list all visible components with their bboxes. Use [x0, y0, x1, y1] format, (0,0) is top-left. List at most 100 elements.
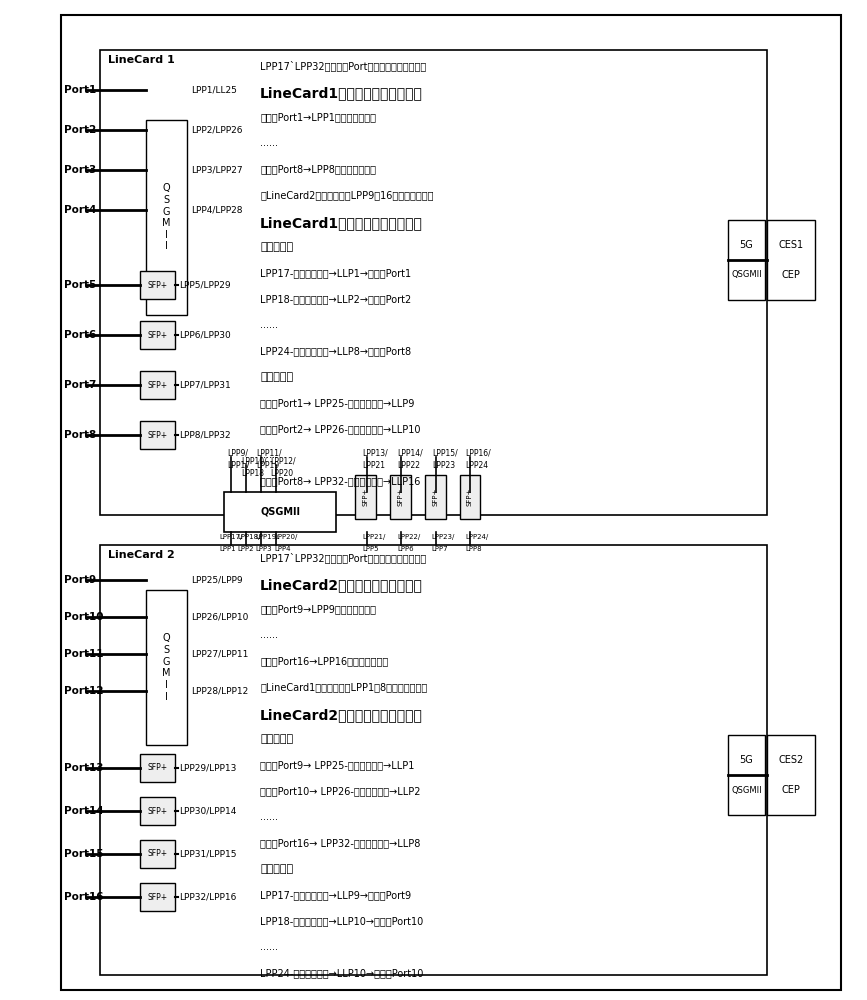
Bar — [425, 475, 446, 519]
Text: 上行方向：: 上行方向： — [260, 242, 293, 252]
Text: QSGMII: QSGMII — [731, 270, 762, 279]
Text: LPP1: LPP1 — [219, 546, 236, 552]
Text: SFP+: SFP+ — [147, 430, 168, 440]
Text: LPP21/: LPP21/ — [362, 534, 386, 540]
Text: LPP5: LPP5 — [362, 546, 379, 552]
Text: 面板口Port1→ LPP25-报文透明传输→LLP9: 面板口Port1→ LPP25-报文透明传输→LLP9 — [260, 398, 414, 408]
Text: Q
S
G
M
I
I: Q S G M I I — [162, 634, 171, 702]
Text: CES1: CES1 — [779, 240, 804, 250]
Text: LPP1/LL25: LPP1/LL25 — [191, 86, 237, 95]
Text: LPP29/LPP13: LPP29/LPP13 — [179, 764, 237, 772]
Text: 下行方向：: 下行方向： — [260, 372, 293, 382]
Text: LineCard 1: LineCard 1 — [108, 55, 175, 65]
Text: Port9: Port9 — [64, 575, 96, 585]
Text: 下行方向：: 下行方向： — [260, 864, 293, 874]
Text: SFP+: SFP+ — [467, 488, 473, 506]
Bar — [728, 220, 765, 300]
Text: LPP24: LPP24 — [466, 461, 489, 470]
Text: LPP4: LPP4 — [274, 546, 290, 552]
Text: LPP30/LPP14: LPP30/LPP14 — [179, 806, 237, 816]
Text: SFP+: SFP+ — [433, 488, 438, 506]
Text: SFP+: SFP+ — [147, 280, 168, 290]
Bar — [390, 475, 411, 519]
Text: LPP17-报文透明传输→LLP9→面板口Port9: LPP17-报文透明传输→LLP9→面板口Port9 — [260, 890, 411, 900]
Text: Port8: Port8 — [64, 430, 96, 440]
Text: LPP28/LPP12: LPP28/LPP12 — [191, 686, 248, 696]
Text: LPP8/LPP32: LPP8/LPP32 — [179, 430, 231, 440]
Text: CEP: CEP — [782, 270, 800, 280]
Text: Port10: Port10 — [64, 612, 104, 622]
Text: LPP13/: LPP13/ — [362, 448, 388, 457]
Text: LPP17`LPP32都是内部Port，只是报文透明传输。: LPP17`LPP32都是内部Port，只是报文透明传输。 — [260, 60, 427, 71]
Text: LPP18/: LPP18/ — [238, 534, 261, 540]
Bar — [728, 735, 765, 815]
Text: LPP24-报文透明传输→LLP10→面板口Port10: LPP24-报文透明传输→LLP10→面板口Port10 — [260, 968, 423, 978]
Text: LPP20/: LPP20/ — [274, 534, 297, 540]
Text: Port1: Port1 — [64, 85, 96, 95]
Bar — [355, 475, 376, 519]
Text: LPP16/: LPP16/ — [466, 448, 492, 457]
Text: Port7: Port7 — [64, 380, 96, 390]
Text: LPP2: LPP2 — [238, 546, 254, 552]
Text: SFP+: SFP+ — [147, 380, 168, 389]
Text: LPP3: LPP3 — [256, 546, 272, 552]
Text: LPP18: LPP18 — [241, 469, 264, 478]
Bar — [140, 840, 175, 868]
Text: LineCard2为备份卡的映射关系：: LineCard2为备份卡的映射关系： — [260, 708, 423, 722]
Text: 面板口Port8→ LPP32-报文透明传输→LLP16: 面板口Port8→ LPP32-报文透明传输→LLP16 — [260, 476, 420, 486]
Text: QSGMII: QSGMII — [260, 507, 300, 517]
Text: 上行方向：: 上行方向： — [260, 734, 293, 744]
Text: LineCard 2: LineCard 2 — [108, 550, 175, 560]
Text: ......: ...... — [260, 812, 278, 822]
Text: LPP12/: LPP12/ — [271, 456, 297, 465]
Text: 面板口Port10→ LPP26-报文透明传输→LLP2: 面板口Port10→ LPP26-报文透明传输→LLP2 — [260, 786, 420, 796]
Text: Port16: Port16 — [64, 892, 104, 902]
Text: Port15: Port15 — [64, 849, 104, 859]
Text: LPP15/: LPP15/ — [432, 448, 458, 457]
Text: SFP+: SFP+ — [147, 330, 168, 340]
Text: Port14: Port14 — [64, 806, 104, 816]
Bar — [140, 883, 175, 911]
Text: SFP+: SFP+ — [398, 488, 403, 506]
Text: LPP3/LPP27: LPP3/LPP27 — [191, 165, 243, 174]
Bar — [767, 735, 815, 815]
Text: ......: ...... — [260, 138, 278, 148]
Text: SFP+: SFP+ — [147, 892, 168, 902]
Text: CES2: CES2 — [779, 755, 804, 765]
Text: LPP27/LPP11: LPP27/LPP11 — [191, 650, 248, 658]
Text: LPP17/: LPP17/ — [219, 534, 243, 540]
Text: LPP24/: LPP24/ — [466, 534, 489, 540]
Text: LPP25/LPP9: LPP25/LPP9 — [191, 576, 243, 584]
Text: CEP: CEP — [782, 785, 800, 795]
Text: LPP9/: LPP9/ — [227, 448, 248, 457]
Text: LPP4/LPP28: LPP4/LPP28 — [191, 206, 242, 215]
Bar — [140, 271, 175, 299]
Text: Port12: Port12 — [64, 686, 104, 696]
Text: LPP11/: LPP11/ — [256, 448, 282, 457]
Bar — [140, 754, 175, 782]
Text: QSGMII: QSGMII — [731, 786, 762, 794]
Text: LPP32/LPP16: LPP32/LPP16 — [179, 892, 237, 902]
Text: LPP20: LPP20 — [271, 469, 294, 478]
Bar — [100, 50, 767, 515]
Text: LPP7/LPP31: LPP7/LPP31 — [179, 380, 231, 389]
Text: Port6: Port6 — [64, 330, 96, 340]
Text: LPP19/: LPP19/ — [256, 534, 279, 540]
Text: LPP6: LPP6 — [397, 546, 414, 552]
Text: Port13: Port13 — [64, 763, 104, 773]
Text: LPP22: LPP22 — [397, 461, 420, 470]
Text: LPP23/: LPP23/ — [432, 534, 455, 540]
Text: 面板口Port9→LPP9取属性查表转发: 面板口Port9→LPP9取属性查表转发 — [260, 604, 376, 614]
Text: LineCard2为主控卡的映射关系：: LineCard2为主控卡的映射关系： — [260, 578, 423, 592]
Bar — [146, 120, 187, 315]
Text: LPP17: LPP17 — [227, 461, 251, 470]
Text: 5G: 5G — [740, 240, 753, 250]
Text: LineCard1为主控卡的映射关系：: LineCard1为主控卡的映射关系： — [260, 86, 423, 100]
Text: Port4: Port4 — [64, 205, 96, 215]
Bar — [140, 797, 175, 825]
Text: LPP14/: LPP14/ — [397, 448, 423, 457]
Text: 面板口Port8→LPP8取属性查表转发: 面板口Port8→LPP8取属性查表转发 — [260, 164, 376, 174]
Text: SFP+: SFP+ — [147, 850, 168, 858]
Text: LPP18-报文透明传输→LLP10→面板口Port10: LPP18-报文透明传输→LLP10→面板口Port10 — [260, 916, 423, 926]
Text: ......: ...... — [260, 450, 278, 460]
